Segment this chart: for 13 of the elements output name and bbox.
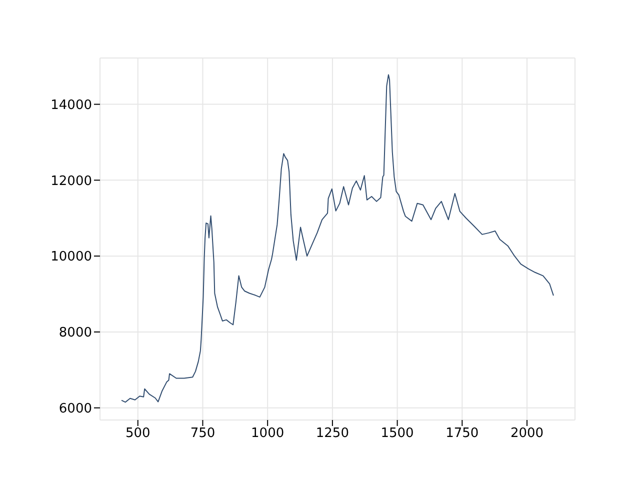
line-series xyxy=(121,74,554,403)
x-tick-label: 750 xyxy=(190,426,216,442)
y-tick-label: 6000 xyxy=(58,401,92,416)
y-tick-label: 14000 xyxy=(50,98,92,113)
x-tick-label: 500 xyxy=(125,426,150,442)
y-tick-label: 10000 xyxy=(50,250,92,265)
y-tick-label: 12000 xyxy=(50,174,92,189)
x-tick-label: 1500 xyxy=(380,426,414,442)
y-tick-label: 8000 xyxy=(58,326,92,341)
x-tick-label: 2000 xyxy=(510,426,544,442)
x-tick-label: 1000 xyxy=(251,426,284,442)
x-tick-label: 1250 xyxy=(316,426,349,442)
x-tick-label: 1750 xyxy=(446,426,479,442)
